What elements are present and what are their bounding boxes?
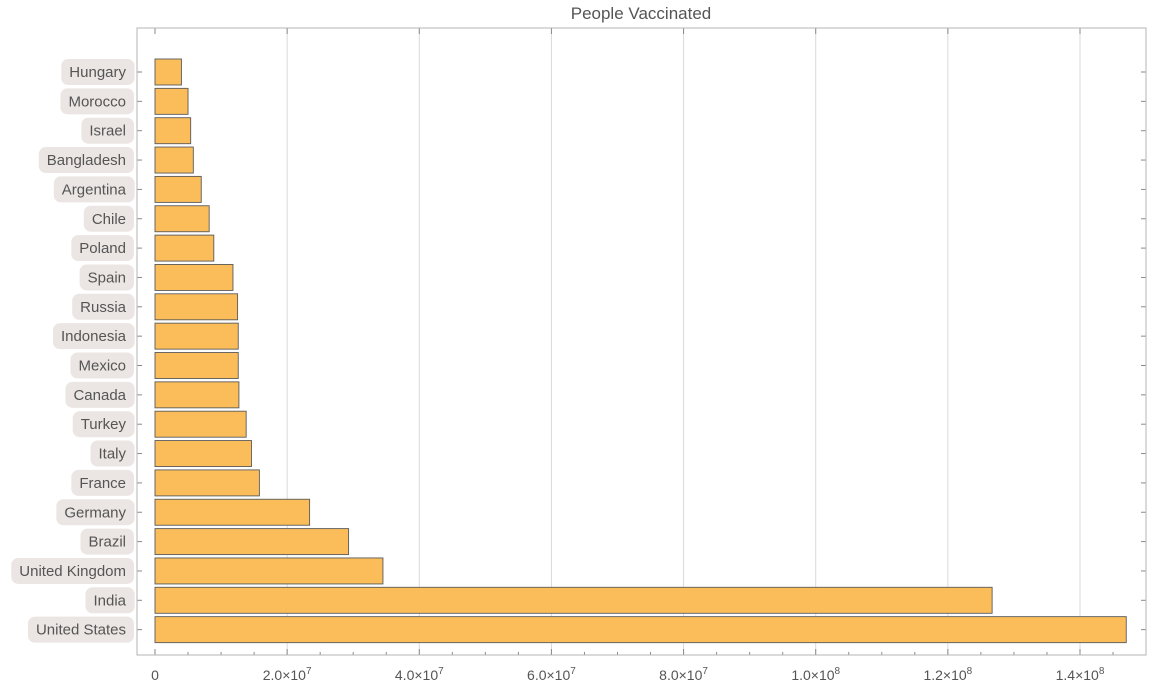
category-label: Germany <box>64 504 126 521</box>
category-label-group: Germany <box>56 499 135 526</box>
category-label: Russia <box>80 299 127 316</box>
bars-layer <box>154 58 1127 644</box>
category-label-background <box>70 352 134 379</box>
bar-italy <box>154 440 252 467</box>
bar-mexico <box>154 352 239 379</box>
category-label: Poland <box>79 240 126 257</box>
category-label: Spain <box>88 269 126 286</box>
category-label: Turkey <box>81 416 127 433</box>
category-label-group: Mexico <box>70 352 134 379</box>
category-label: Italy <box>98 446 126 463</box>
category-label-group: United States <box>27 616 134 643</box>
bar-brazil <box>154 528 350 556</box>
category-label: Bangladesh <box>47 152 126 169</box>
category-label: Chile <box>92 211 126 228</box>
category-label-background <box>53 176 135 203</box>
category-label: Argentina <box>62 181 127 198</box>
x-tick-label: 2.0×107 <box>263 666 312 683</box>
bar-hungary <box>154 58 182 86</box>
category-labels: United States India United Kingdom Brazil Ge… <box>11 59 135 643</box>
bar-russia <box>154 293 239 321</box>
category-label-background <box>52 323 135 350</box>
category-label-group: Argentina <box>53 176 135 203</box>
category-label-group: Hungary <box>61 59 135 85</box>
category-label-group: Italy <box>90 440 135 467</box>
category-label: Canada <box>73 387 126 404</box>
grid-layer <box>286 28 1081 655</box>
category-label-background <box>72 293 135 320</box>
category-label-group: United Kingdom <box>11 557 134 584</box>
category-label: Mexico <box>78 358 126 375</box>
category-label-group: France <box>71 469 134 496</box>
category-label-group: Chile <box>83 205 134 232</box>
category-label-group: Israel <box>81 117 134 144</box>
category-label: Israel <box>89 123 126 140</box>
bar-united-states <box>154 616 1127 644</box>
bar-india <box>154 586 993 614</box>
category-label-group: Indonesia <box>52 323 135 350</box>
category-label-background <box>56 499 135 526</box>
plot-frame <box>136 27 1147 656</box>
category-label-group: Poland <box>71 235 134 262</box>
category-label: France <box>79 475 126 492</box>
category-label-background <box>80 528 134 555</box>
x-tick-label: 8.0×107 <box>659 666 708 683</box>
category-label-background <box>38 147 134 174</box>
category-label-group: Morocco <box>60 88 134 115</box>
category-label-background <box>65 381 135 408</box>
category-label-background <box>11 557 134 584</box>
bar-morocco <box>154 87 189 115</box>
chart-title: People Vaccinated <box>571 4 712 23</box>
category-label-group: Turkey <box>72 411 135 438</box>
category-label-group: Brazil <box>80 528 134 555</box>
category-label: Hungary <box>69 64 126 81</box>
x-tick-label: 1.2×108 <box>923 666 972 683</box>
category-label-background <box>71 469 134 496</box>
category-label-group: Spain <box>79 264 134 291</box>
bar-france <box>154 469 260 497</box>
bar-poland <box>154 234 215 262</box>
bar-bangladesh <box>154 146 194 174</box>
bar-argentina <box>154 175 202 203</box>
category-label-background <box>72 411 135 438</box>
x-tick-label: 0 <box>151 667 159 683</box>
x-axis-ticks: 0 2.0×107 4.0×107 6.0×107 8.0×107 1.0×108 1.2×… <box>137 28 1146 683</box>
category-label-background <box>61 59 135 85</box>
category-label-background <box>90 440 135 467</box>
bar-indonesia <box>154 322 239 350</box>
bar-spain <box>154 264 234 291</box>
category-label: United States <box>36 622 126 639</box>
category-label-background <box>81 117 134 144</box>
category-label: Morocco <box>68 93 126 110</box>
bar-chile <box>154 205 210 233</box>
category-label: Indonesia <box>61 328 127 345</box>
category-label-group: Canada <box>65 381 135 408</box>
x-tick-label: 1.4×108 <box>1056 666 1105 683</box>
bar-israel <box>154 117 192 145</box>
bar-turkey <box>154 410 247 438</box>
category-label: United Kingdom <box>19 563 126 580</box>
bar-germany <box>154 498 311 526</box>
bar-canada <box>154 381 240 409</box>
category-label-background <box>79 264 134 291</box>
category-label-background <box>83 205 134 232</box>
category-label-background <box>85 587 135 614</box>
bar-united-kingdom <box>154 557 384 585</box>
category-label-background <box>71 235 134 262</box>
x-tick-label: 1.0×108 <box>791 666 840 683</box>
x-tick-label: 6.0×107 <box>527 666 576 683</box>
category-label-group: Russia <box>72 293 135 320</box>
category-label-background <box>27 616 134 643</box>
category-label-group: Bangladesh <box>38 147 134 174</box>
category-label: India <box>93 592 126 609</box>
category-label-group: India <box>85 587 135 614</box>
x-tick-label: 4.0×107 <box>395 666 444 683</box>
category-label-background <box>60 88 134 115</box>
category-label: Brazil <box>88 534 126 551</box>
